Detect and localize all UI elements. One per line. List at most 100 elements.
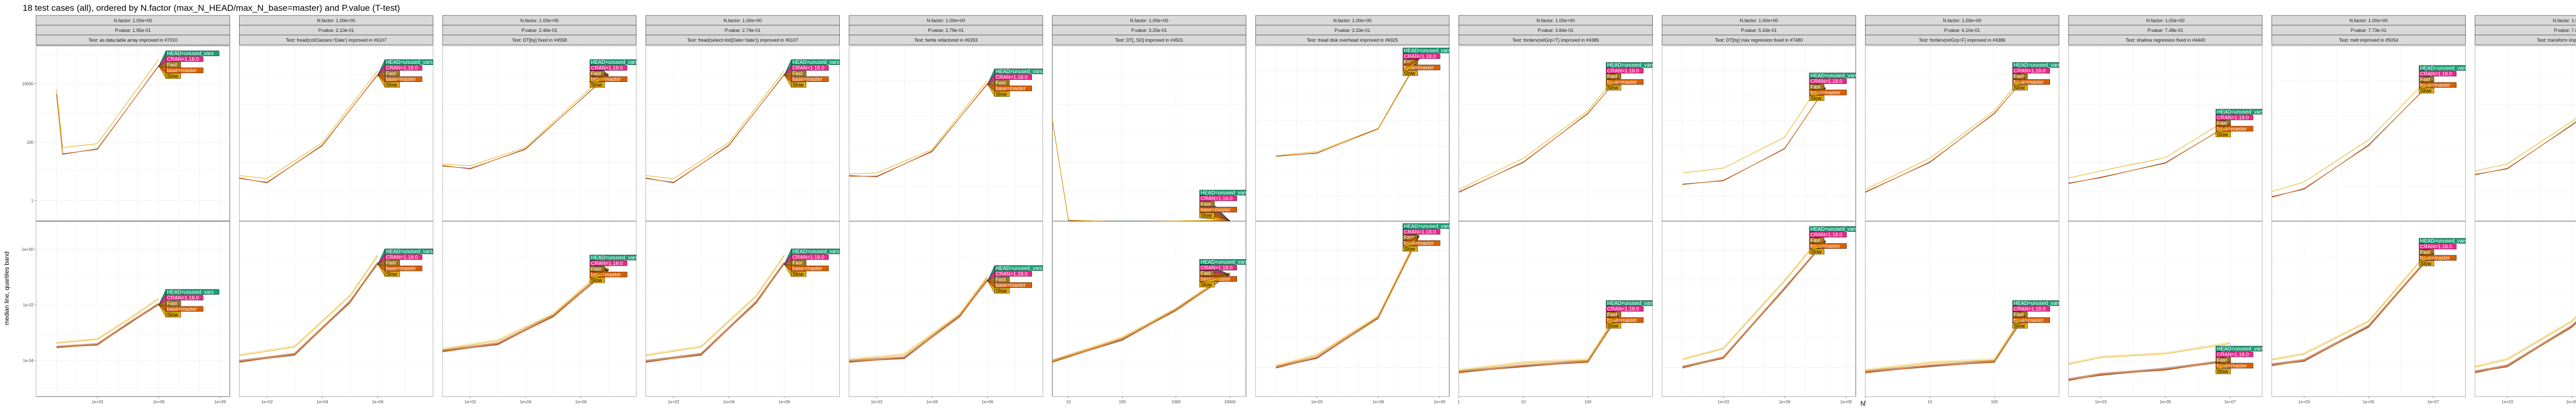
direct-label-head: HEAD=unused_vars bbox=[167, 289, 214, 295]
direct-label-base: base=master bbox=[386, 266, 416, 272]
direct-label-box bbox=[1606, 79, 1643, 85]
direct-label-box bbox=[994, 271, 1032, 277]
quartile-band-base bbox=[442, 267, 609, 352]
x-tick-label: 100 bbox=[1119, 400, 1126, 404]
strip-nfactor-text: N.factor: 1.00e+00 bbox=[1740, 18, 1778, 23]
quartile-band-fast bbox=[239, 262, 379, 362]
series-line-slow bbox=[646, 255, 785, 356]
direct-label-base: base=master bbox=[1810, 90, 1841, 96]
y-tick-label: 1 bbox=[31, 198, 34, 203]
quartile-band-fast bbox=[56, 302, 159, 348]
quartile-band-cran bbox=[442, 268, 609, 351]
x-tick-label: 100 bbox=[1584, 400, 1591, 404]
direct-label-base: base=master bbox=[167, 306, 197, 312]
direct-label-box bbox=[1199, 259, 1246, 265]
direct-label-head: HEAD=unused_vars bbox=[792, 249, 839, 255]
series-line-slow bbox=[1459, 73, 1619, 190]
direct-label-head: HEAD=unused_vars bbox=[1201, 260, 1248, 265]
quartile-band-fast bbox=[2475, 321, 2576, 372]
seconds-panel: HEAD=unused_varsCRAN=1.18.0Fastbase=mast… bbox=[442, 221, 638, 404]
kilobytes-panel: 1 100 10000 HEAD=unused_varsCRAN=1.18.0Fast… bbox=[22, 45, 230, 221]
direct-label-box bbox=[1809, 249, 1825, 254]
strip-pvalue-text: P.value: 3.33e-01 bbox=[1334, 28, 1370, 33]
panel-1: N.factor: 1.00e+00 P.value: 2.10e-01 Test:… bbox=[239, 15, 433, 404]
quartile-band-fast bbox=[1276, 235, 1420, 368]
direct-label-box bbox=[791, 265, 829, 271]
direct-label-base: base=master bbox=[1607, 80, 1638, 85]
kilobytes-panel: HEAD=unused_varsCRAN=1.18.0Fastbase=mast… bbox=[239, 45, 433, 221]
series-line-slow bbox=[1052, 272, 1230, 362]
direct-label-box bbox=[2419, 261, 2434, 266]
panel-2: N.factor: 1.00e+00 P.value: 2.46e-01 Test:… bbox=[442, 15, 638, 404]
y-tick-label: 10000 bbox=[22, 82, 34, 87]
direct-label-fast: Fast bbox=[1607, 74, 1618, 80]
direct-label-fast: Fast bbox=[1201, 202, 1211, 208]
x-tick-label: 100 bbox=[1991, 400, 1998, 404]
direct-label-head: HEAD=unused_vars bbox=[386, 249, 433, 255]
seconds-panel: HEAD=unused_varsCRAN=1.18.0Fastbase=mast… bbox=[646, 221, 840, 404]
x-tick-label: 1e+04 bbox=[520, 400, 532, 404]
direct-label-box bbox=[1402, 47, 1450, 54]
direct-label-base: base=master bbox=[996, 86, 1026, 92]
direct-label-fast: Fast bbox=[591, 71, 601, 77]
series-line-slow bbox=[849, 80, 988, 175]
strip-nfactor-text: N.factor: 1.00e+00 bbox=[723, 18, 761, 23]
series-line-base bbox=[2272, 79, 2434, 198]
direct-label-head: HEAD=unused_vars bbox=[792, 60, 839, 65]
direct-label-box bbox=[2419, 71, 2456, 77]
series-line-slow bbox=[2475, 117, 2576, 171]
direct-label-slow: Slow bbox=[591, 278, 602, 284]
direct-label-base: base=master bbox=[792, 266, 823, 272]
strip-nfactor-text: N.factor: 1.00e+00 bbox=[1536, 18, 1574, 23]
direct-label-head: HEAD=unused_vars bbox=[591, 255, 638, 261]
strip-test-text: Test: DT[,.SD] improved in #4501 bbox=[1115, 38, 1183, 43]
direct-label-box bbox=[1199, 195, 1237, 201]
series-line-base bbox=[56, 65, 159, 154]
quartile-band-head bbox=[1682, 240, 1826, 367]
kilobytes-panel: HEAD=unused_varsCRAN=1.18.0Fastbase=mast… bbox=[442, 45, 638, 221]
series-line-slow bbox=[1276, 57, 1419, 156]
direct-label-box bbox=[2012, 84, 2028, 91]
quartile-band-fast bbox=[646, 262, 785, 362]
direct-label-fast: Fast bbox=[386, 261, 396, 266]
direct-label-box bbox=[1402, 240, 1440, 246]
direct-label-box bbox=[1199, 282, 1215, 287]
series-line-base bbox=[1052, 273, 1230, 363]
direct-label-fast: Fast bbox=[996, 277, 1006, 283]
direct-label-fast: Fast bbox=[2014, 74, 2024, 80]
direct-label-head: HEAD=unused_vars bbox=[2420, 66, 2467, 72]
quartile-band-slow bbox=[239, 254, 379, 355]
strip-test-text: Test: DT[by] max regression fixed in #74… bbox=[1715, 38, 1803, 43]
direct-label-base: base=master bbox=[2014, 318, 2044, 323]
seconds-panel: HEAD=unused_varsCRAN=1.18.0Fastbase=mast… bbox=[1052, 221, 1248, 404]
direct-label-fast: Fast bbox=[792, 261, 803, 266]
quartile-band-slow bbox=[1052, 270, 1230, 361]
direct-label-fast: Fast bbox=[2217, 121, 2227, 126]
direct-label-cran: CRAN=1.18.0 bbox=[386, 255, 418, 261]
x-tick-label: 1e+06 bbox=[1372, 400, 1384, 404]
strip-test-text: Test: fread disk overhead improved in #6… bbox=[1307, 38, 1398, 43]
strip-pvalue-text: P.value: 3.84e-01 bbox=[1538, 28, 1573, 33]
series-line-slow bbox=[1865, 312, 2026, 371]
strip-test bbox=[239, 35, 433, 45]
x-tick-label: 10 bbox=[1521, 400, 1526, 404]
direct-label-cran: CRAN=1.18.0 bbox=[1607, 306, 1639, 312]
x-tick-label: 1e+03 bbox=[1311, 400, 1323, 404]
direct-label-head: HEAD=unused_vars bbox=[1607, 301, 1654, 306]
series-line-base bbox=[1682, 88, 1826, 185]
direct-label-box bbox=[2012, 62, 2059, 68]
direct-label-box bbox=[994, 265, 1043, 271]
direct-label-base: base=master bbox=[1201, 208, 1231, 213]
quartile-band-cran bbox=[2068, 359, 2230, 380]
direct-label-head: HEAD=unused_vars bbox=[2420, 238, 2467, 244]
direct-label-box bbox=[2419, 82, 2456, 88]
panel-background bbox=[36, 45, 230, 221]
strip-test bbox=[1662, 35, 1856, 45]
strip-test-text: Test: fread(colClasses='Date') improved … bbox=[286, 38, 387, 43]
strip-nfactor-text: N.factor: 1.00e+00 bbox=[2349, 18, 2387, 23]
x-tick-label: 1e+02 bbox=[464, 400, 476, 404]
direct-label-box bbox=[2012, 317, 2050, 323]
direct-label-cran: CRAN=1.18.0 bbox=[386, 65, 418, 71]
series-line-slow bbox=[1276, 233, 1419, 367]
direct-label-box bbox=[2215, 109, 2263, 115]
